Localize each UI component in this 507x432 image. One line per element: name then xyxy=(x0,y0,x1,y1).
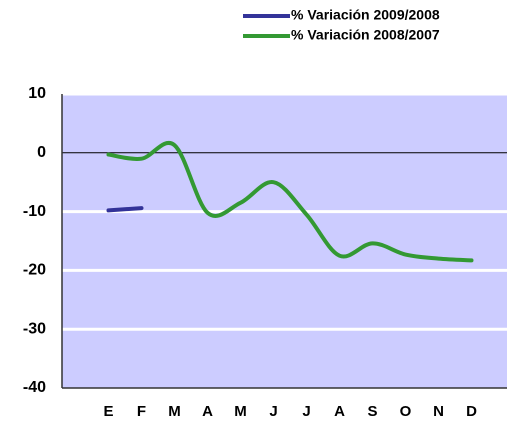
x-tick-label: M xyxy=(234,403,247,420)
x-tick-label: A xyxy=(334,403,345,420)
y-tick-label: -20 xyxy=(23,262,46,279)
series-line xyxy=(106,206,144,213)
legend-label: % Variación 2009/2008 xyxy=(291,7,440,23)
x-tick-label: O xyxy=(400,403,412,420)
x-tick-label: D xyxy=(466,403,477,420)
x-tick-label: S xyxy=(367,403,377,420)
y-tick-label: 0 xyxy=(37,144,46,161)
y-tick-label: -30 xyxy=(23,320,46,337)
x-tick-label: J xyxy=(269,403,277,420)
y-tick-label: -10 xyxy=(23,203,46,220)
x-tick-label: J xyxy=(302,403,310,420)
y-tick-label: -40 xyxy=(23,379,46,396)
series-line xyxy=(106,141,474,263)
plot-area xyxy=(62,94,507,388)
y-tick-label: 10 xyxy=(28,85,46,102)
legend-label: % Variación 2008/2007 xyxy=(291,27,440,43)
x-tick-label: E xyxy=(103,403,113,420)
x-tick-label: A xyxy=(202,403,213,420)
x-tick-label: F xyxy=(137,403,146,420)
x-tick-label: N xyxy=(433,403,444,420)
x-tick-label: M xyxy=(168,403,181,420)
